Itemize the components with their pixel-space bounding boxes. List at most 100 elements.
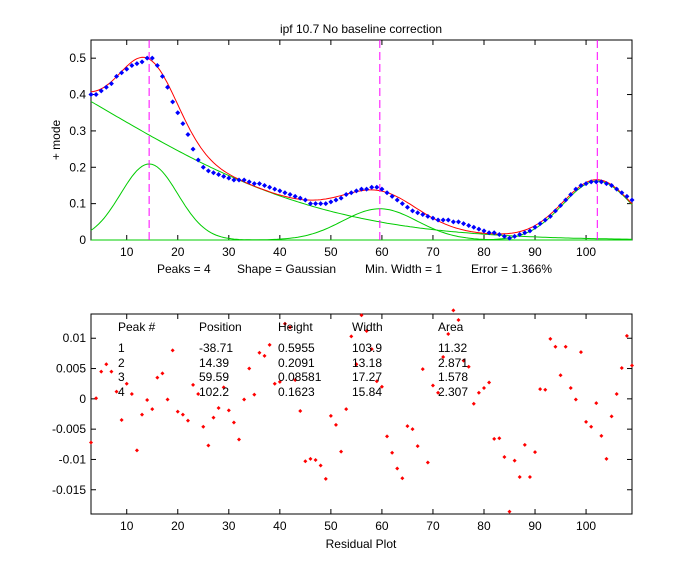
data-point [154,62,160,68]
data-point [466,222,472,228]
residual-points [89,308,634,514]
data-point [593,179,599,185]
residual-ytick-label: 0.01 [63,331,87,345]
data-point [323,201,329,207]
data-point [461,221,467,227]
table-cell: 11.32 [438,341,467,355]
residual-point [196,392,201,396]
residual-point [237,437,242,442]
data-point [496,232,502,238]
residual-point [624,333,629,338]
data-point [175,110,181,116]
residual-point [527,475,532,480]
residual-point [242,397,247,402]
status-min-width: Min. Width = 1 [365,262,442,276]
data-point [547,213,553,219]
data-point [445,217,451,223]
data-point [277,188,283,194]
data-point [425,213,431,219]
residual-point [614,392,619,396]
residual-point [282,321,287,326]
residual-point [293,378,298,383]
residual-point [288,325,293,330]
table-cell: 1 [118,341,125,355]
data-point [190,146,196,152]
data-point [404,204,410,210]
data-point [292,193,298,199]
residual-point [226,408,231,413]
residual-ytick-label: 0.005 [56,362,86,376]
data-point [614,186,620,192]
residual-point [395,466,400,471]
fit-xtick-label: 50 [324,245,338,259]
residual-point [446,332,451,336]
data-point [583,181,589,187]
data-point [333,197,339,203]
residual-point [538,387,543,392]
fit-xtick-label: 10 [120,245,134,259]
table-header-cell: Height [278,320,313,334]
table-header-cell: Width [352,320,383,334]
residual-point [507,509,512,514]
residual-point [563,344,568,349]
data-point [180,121,186,127]
data-point [629,197,635,203]
data-point [216,172,222,178]
fit-title: ipf 10.7 No baseline correction [280,22,442,36]
table-cell: 2 [118,356,125,370]
table-cell: 13.18 [352,356,382,370]
residual-point [119,418,124,423]
status-peaks: Peaks = 4 [157,262,211,276]
data-point [507,235,513,241]
residual-point [379,384,384,389]
residual-point [313,458,318,463]
data-point [307,201,313,207]
data-point [226,175,232,181]
data-point [343,192,349,198]
data-point [159,73,165,79]
data-point [272,186,278,192]
data-point [165,84,171,90]
residual-xlabel: Residual Plot [326,537,397,551]
residual-point [155,375,160,380]
residual-point [451,308,456,313]
residual-point [109,369,114,374]
table-cell: 102.2 [199,385,229,399]
residual-point [568,385,573,390]
data-point [512,233,518,239]
data-points [88,55,635,241]
residual-point [185,418,190,423]
residual-point [425,460,430,465]
data-point [522,230,528,236]
residual-point [216,405,221,410]
residual-point [94,396,99,401]
data-point [170,99,176,105]
residual-point [553,344,558,349]
data-point [205,168,211,174]
residual-point [533,450,538,455]
table-cell: 0.2091 [278,356,315,370]
residual-xtick-label: 50 [324,519,338,533]
fit-y-ticks: 0 0.1 0.2 0.3 0.4 0.5 [69,51,632,247]
table-cell: 14.39 [199,356,229,370]
residual-point [134,448,139,453]
fit-x-ticks: 10 20 30 40 50 60 70 80 90 100 [120,40,596,259]
residual-xtick-label: 40 [273,519,287,533]
residual-point [211,415,216,420]
fit-xtick-label: 90 [528,245,542,259]
residual-point [272,381,277,386]
data-point [624,193,630,199]
table-cell: 103.9 [352,341,382,355]
status-error: Error = 1.366% [471,262,552,276]
data-point [603,181,609,187]
residual-point [517,475,522,480]
fit-xtick-label: 80 [477,245,491,259]
data-point [578,182,584,188]
fit-ytick-label: 0.3 [69,124,86,138]
data-point [210,170,216,176]
residual-panel: 10 20 30 40 50 60 70 80 90 100 -0.015-0.01-0.0050… [52,308,634,551]
residual-ytick-label: 0 [79,392,86,406]
data-point [262,182,268,188]
residual-ytick-label: -0.005 [52,422,86,436]
residual-point [359,313,364,318]
